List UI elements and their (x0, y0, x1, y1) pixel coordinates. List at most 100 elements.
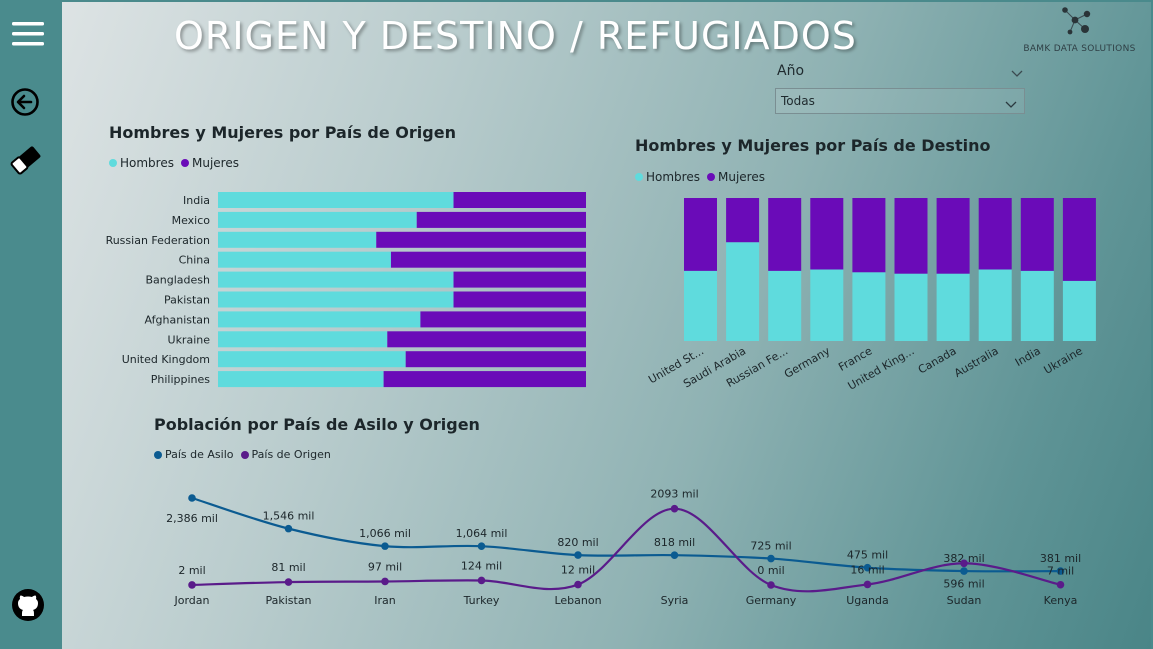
data-label: 97 mil (368, 560, 402, 573)
data-point (284, 524, 293, 533)
category-label: Russian Federation (106, 234, 210, 247)
column-mujeres (1020, 198, 1054, 271)
legend-item-hombres[interactable]: Hombres (635, 170, 700, 184)
legend-item-hombres[interactable]: Hombres (109, 156, 174, 170)
data-point (863, 580, 872, 589)
column-hombres (768, 270, 802, 341)
legend-item-mujeres[interactable]: Mujeres (706, 170, 765, 184)
column-hombres (936, 273, 970, 341)
data-point (188, 581, 196, 589)
category-label: Bangladesh (146, 274, 211, 287)
data-label: 7 mil (1047, 565, 1074, 578)
category-label: Kenya (1044, 594, 1078, 607)
category-label: Germany (746, 594, 797, 607)
chevron-down-icon (1004, 95, 1018, 114)
line-pais-asilo (191, 496, 1061, 573)
column-mujeres (726, 198, 760, 243)
bar-hombres (218, 331, 388, 348)
data-label: 12 mil (561, 564, 595, 577)
legend-label: Mujeres (191, 156, 239, 170)
data-point (284, 578, 293, 586)
column-hombres (1020, 270, 1054, 341)
bar-mujeres (383, 371, 586, 388)
slicer-collapse-chevron-icon[interactable] (1010, 64, 1024, 83)
legend-label: Hombres (120, 156, 174, 170)
data-label: 820 mil (557, 536, 598, 549)
legend-dot (240, 450, 249, 459)
column-mujeres (768, 198, 802, 271)
origin-bar-chart: India Mexico Russian Federation China Bangla… (106, 192, 586, 388)
column-mujeres (936, 198, 970, 274)
column-mujeres (684, 198, 717, 271)
legend-label: Hombres (646, 170, 700, 184)
company-logo: BAMK DATA SOLUTIONS (1017, 4, 1142, 59)
year-slicer-value: Todas (781, 94, 815, 108)
eraser-icon[interactable] (8, 140, 48, 180)
data-label: 1,066 mil (359, 527, 411, 540)
data-point (863, 563, 872, 572)
column-hombres (894, 273, 928, 341)
data-label: 81 mil (271, 561, 305, 574)
data-point (477, 542, 486, 551)
year-slicer-label: Año (777, 63, 805, 79)
column-mujeres (894, 198, 928, 274)
bar-mujeres (390, 251, 586, 268)
data-label: 1,546 mil (263, 510, 315, 523)
bar-mujeres (387, 331, 586, 348)
category-label: Ukraine (1042, 344, 1085, 377)
year-slicer-dropdown[interactable]: Todas (775, 88, 1025, 114)
category-label: United Kingdom (122, 353, 210, 366)
bar-hombres (218, 291, 454, 308)
bar-hombres (218, 231, 377, 248)
data-label: 381 mil (1040, 552, 1081, 565)
sidebar (0, 0, 62, 649)
bar-hombres (218, 271, 454, 288)
legend-item-origen[interactable]: País de Origen (240, 448, 331, 461)
bar-hombres (218, 311, 421, 328)
legend-dot (635, 173, 643, 181)
legend-dot (706, 173, 715, 181)
category-label: China (179, 254, 210, 267)
github-icon[interactable] (8, 585, 48, 625)
data-label: 2 mil (178, 564, 205, 577)
hamburger-icon[interactable] (8, 14, 48, 54)
data-point (381, 542, 389, 550)
data-point (670, 504, 679, 513)
data-label: 0 mil (757, 564, 784, 577)
legend-item-asilo[interactable]: País de Asilo (154, 448, 234, 461)
legend-label: Mujeres (717, 170, 765, 184)
data-label: 2,386 mil (166, 512, 218, 525)
category-label: Turkey (463, 594, 500, 607)
data-label: 16 mil (850, 563, 884, 576)
column-mujeres (1062, 198, 1096, 281)
category-label: Canada (916, 344, 959, 376)
data-point (381, 577, 389, 586)
category-label: Ukraine (168, 333, 211, 346)
destination-chart-legend: Hombres Mujeres (635, 170, 772, 184)
destination-chart-title: Hombres y Mujeres por País de Destino (635, 136, 991, 155)
column-hombres (978, 269, 1012, 341)
data-point (670, 551, 679, 559)
category-label: Mexico (172, 214, 211, 227)
bar-hombres (218, 192, 454, 208)
bar-mujeres (416, 211, 586, 228)
bar-mujeres (405, 351, 586, 368)
legend-dot (180, 159, 189, 167)
category-label: Australia (952, 344, 1001, 380)
data-label: 596 mil (943, 577, 984, 590)
logo-text: BAMK DATA SOLUTIONS (1023, 44, 1136, 54)
origin-chart-legend: Hombres Mujeres (109, 156, 246, 170)
data-point (767, 581, 775, 589)
population-chart-legend: País de Asilo País de Origen (154, 448, 338, 461)
column-hombres (1062, 280, 1096, 341)
legend-item-mujeres[interactable]: Mujeres (180, 156, 239, 170)
data-label: 382 mil (943, 552, 984, 565)
category-label: Afghanistan (145, 313, 211, 326)
category-label: Sudan (947, 594, 982, 607)
back-arrow-icon[interactable] (8, 82, 48, 122)
category-label: Iran (374, 594, 396, 607)
column-hombres (726, 242, 760, 341)
category-label: India (183, 194, 210, 207)
